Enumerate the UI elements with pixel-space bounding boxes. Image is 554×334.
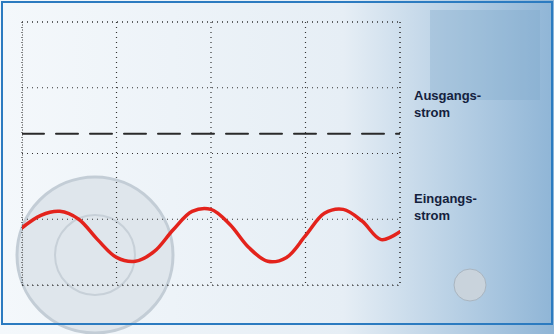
border xyxy=(2,2,552,324)
grid-line-y xyxy=(22,87,400,88)
grid-line-x xyxy=(210,22,211,285)
frame xyxy=(400,22,401,285)
plot-area xyxy=(22,134,400,262)
x-axis xyxy=(23,285,401,287)
decoration xyxy=(454,269,486,301)
annotation-line: strom xyxy=(414,208,450,223)
decoration xyxy=(430,10,540,100)
annotation: Ausgangs-strom xyxy=(414,88,481,120)
trace xyxy=(22,209,400,262)
decoration xyxy=(55,215,135,295)
annotation-line: Eingangs- xyxy=(414,191,477,206)
x-axis-line xyxy=(23,285,401,286)
background xyxy=(0,0,554,334)
grid-line-x xyxy=(305,22,306,285)
annotation: Eingangs-strom xyxy=(414,191,477,223)
grid-line-x xyxy=(116,22,117,285)
annotation-line: Ausgangs- xyxy=(414,88,481,103)
grid-line-y xyxy=(22,153,400,154)
grid-line-y xyxy=(22,284,400,285)
chart: Ausgangs-stromEingangs-strom xyxy=(0,0,554,334)
frame xyxy=(22,22,400,23)
grid-line-y xyxy=(22,21,400,22)
trace xyxy=(22,133,400,135)
annotation-line: strom xyxy=(414,105,450,120)
y-axis xyxy=(22,23,24,286)
grid xyxy=(22,22,400,285)
y-axis-line xyxy=(22,23,23,286)
